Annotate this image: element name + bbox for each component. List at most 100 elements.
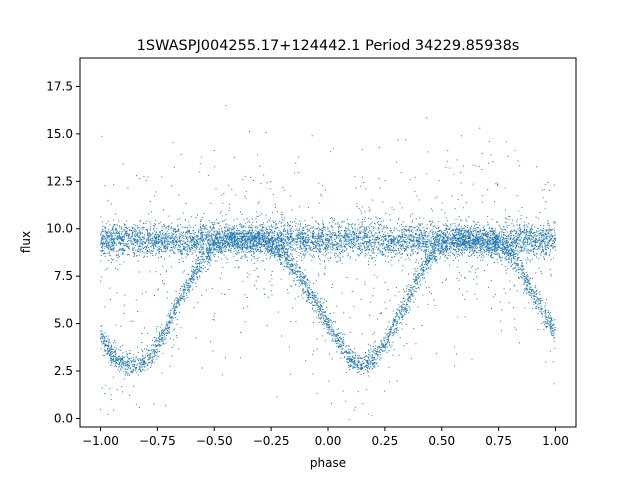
data-point xyxy=(418,243,420,245)
data-point xyxy=(287,231,289,233)
data-point xyxy=(237,259,239,261)
data-point xyxy=(320,229,322,231)
data-point xyxy=(290,248,292,250)
data-point xyxy=(338,228,340,230)
data-point xyxy=(423,217,425,219)
data-point xyxy=(110,243,112,245)
data-point xyxy=(375,236,377,238)
data-point xyxy=(398,260,400,262)
data-point xyxy=(468,233,470,235)
data-point xyxy=(146,250,148,252)
data-point xyxy=(374,264,376,266)
data-point xyxy=(492,257,494,259)
data-point xyxy=(405,239,407,240)
data-point xyxy=(290,243,292,245)
data-point xyxy=(424,238,426,240)
data-point xyxy=(173,233,175,235)
data-point xyxy=(244,256,246,258)
data-point xyxy=(487,254,489,256)
data-point xyxy=(392,235,394,237)
data-point xyxy=(203,251,205,253)
data-point xyxy=(173,251,175,253)
data-point xyxy=(133,238,135,240)
data-point xyxy=(222,237,224,239)
data-point xyxy=(259,242,261,244)
data-point xyxy=(476,233,478,235)
data-point xyxy=(211,222,213,224)
data-point xyxy=(522,243,524,245)
data-point xyxy=(383,242,385,244)
data-point xyxy=(504,235,506,236)
data-point xyxy=(433,242,435,244)
data-point xyxy=(535,241,537,243)
data-point xyxy=(321,244,323,246)
data-point xyxy=(175,235,176,237)
data-point xyxy=(511,238,513,240)
data-point xyxy=(275,223,277,224)
data-point xyxy=(548,244,549,246)
data-point xyxy=(352,243,354,245)
data-point xyxy=(110,239,112,241)
data-point xyxy=(164,244,166,246)
data-point xyxy=(389,239,391,240)
data-point xyxy=(140,248,142,250)
data-point xyxy=(418,248,420,250)
data-point xyxy=(340,227,342,229)
data-point xyxy=(409,238,411,240)
data-point xyxy=(506,234,508,236)
data-point xyxy=(334,249,336,251)
data-point xyxy=(133,248,135,250)
data-point xyxy=(291,232,293,234)
data-point xyxy=(241,251,243,253)
data-point xyxy=(382,235,384,237)
data-point xyxy=(479,230,481,232)
data-point xyxy=(537,228,539,229)
data-point xyxy=(102,242,104,244)
data-point xyxy=(442,245,444,247)
data-point xyxy=(273,249,275,251)
data-point xyxy=(274,228,276,229)
data-point xyxy=(434,237,436,239)
data-point xyxy=(364,232,366,234)
data-point xyxy=(179,236,181,238)
data-point xyxy=(299,238,301,239)
data-point xyxy=(324,260,325,262)
data-point xyxy=(468,241,470,243)
data-point xyxy=(191,253,193,255)
data-point xyxy=(423,235,425,236)
data-point xyxy=(296,233,298,235)
data-point xyxy=(271,231,273,233)
data-point xyxy=(531,228,532,230)
data-point xyxy=(110,249,112,251)
data-point xyxy=(455,225,457,227)
data-point xyxy=(516,237,518,239)
data-point xyxy=(375,232,377,234)
data-point xyxy=(458,245,460,247)
data-point xyxy=(283,238,285,239)
data-point xyxy=(449,237,451,239)
data-point xyxy=(169,238,171,240)
data-point xyxy=(109,231,111,233)
data-point xyxy=(456,237,458,239)
data-point xyxy=(529,243,531,245)
data-point xyxy=(381,229,383,231)
data-point xyxy=(412,236,414,238)
data-point xyxy=(516,246,517,248)
data-point xyxy=(360,238,362,240)
data-point xyxy=(283,225,285,227)
data-point xyxy=(184,227,186,229)
data-point xyxy=(219,252,221,254)
data-point xyxy=(434,231,436,233)
data-point xyxy=(340,238,342,240)
data-point xyxy=(447,238,449,240)
data-point xyxy=(183,226,185,228)
data-point xyxy=(373,252,375,254)
data-point xyxy=(378,220,379,222)
data-point xyxy=(537,241,539,243)
data-point xyxy=(299,239,301,241)
data-point xyxy=(294,243,296,245)
data-point xyxy=(163,237,164,239)
data-point xyxy=(325,239,326,241)
data-point xyxy=(490,255,492,257)
data-point xyxy=(369,209,371,211)
